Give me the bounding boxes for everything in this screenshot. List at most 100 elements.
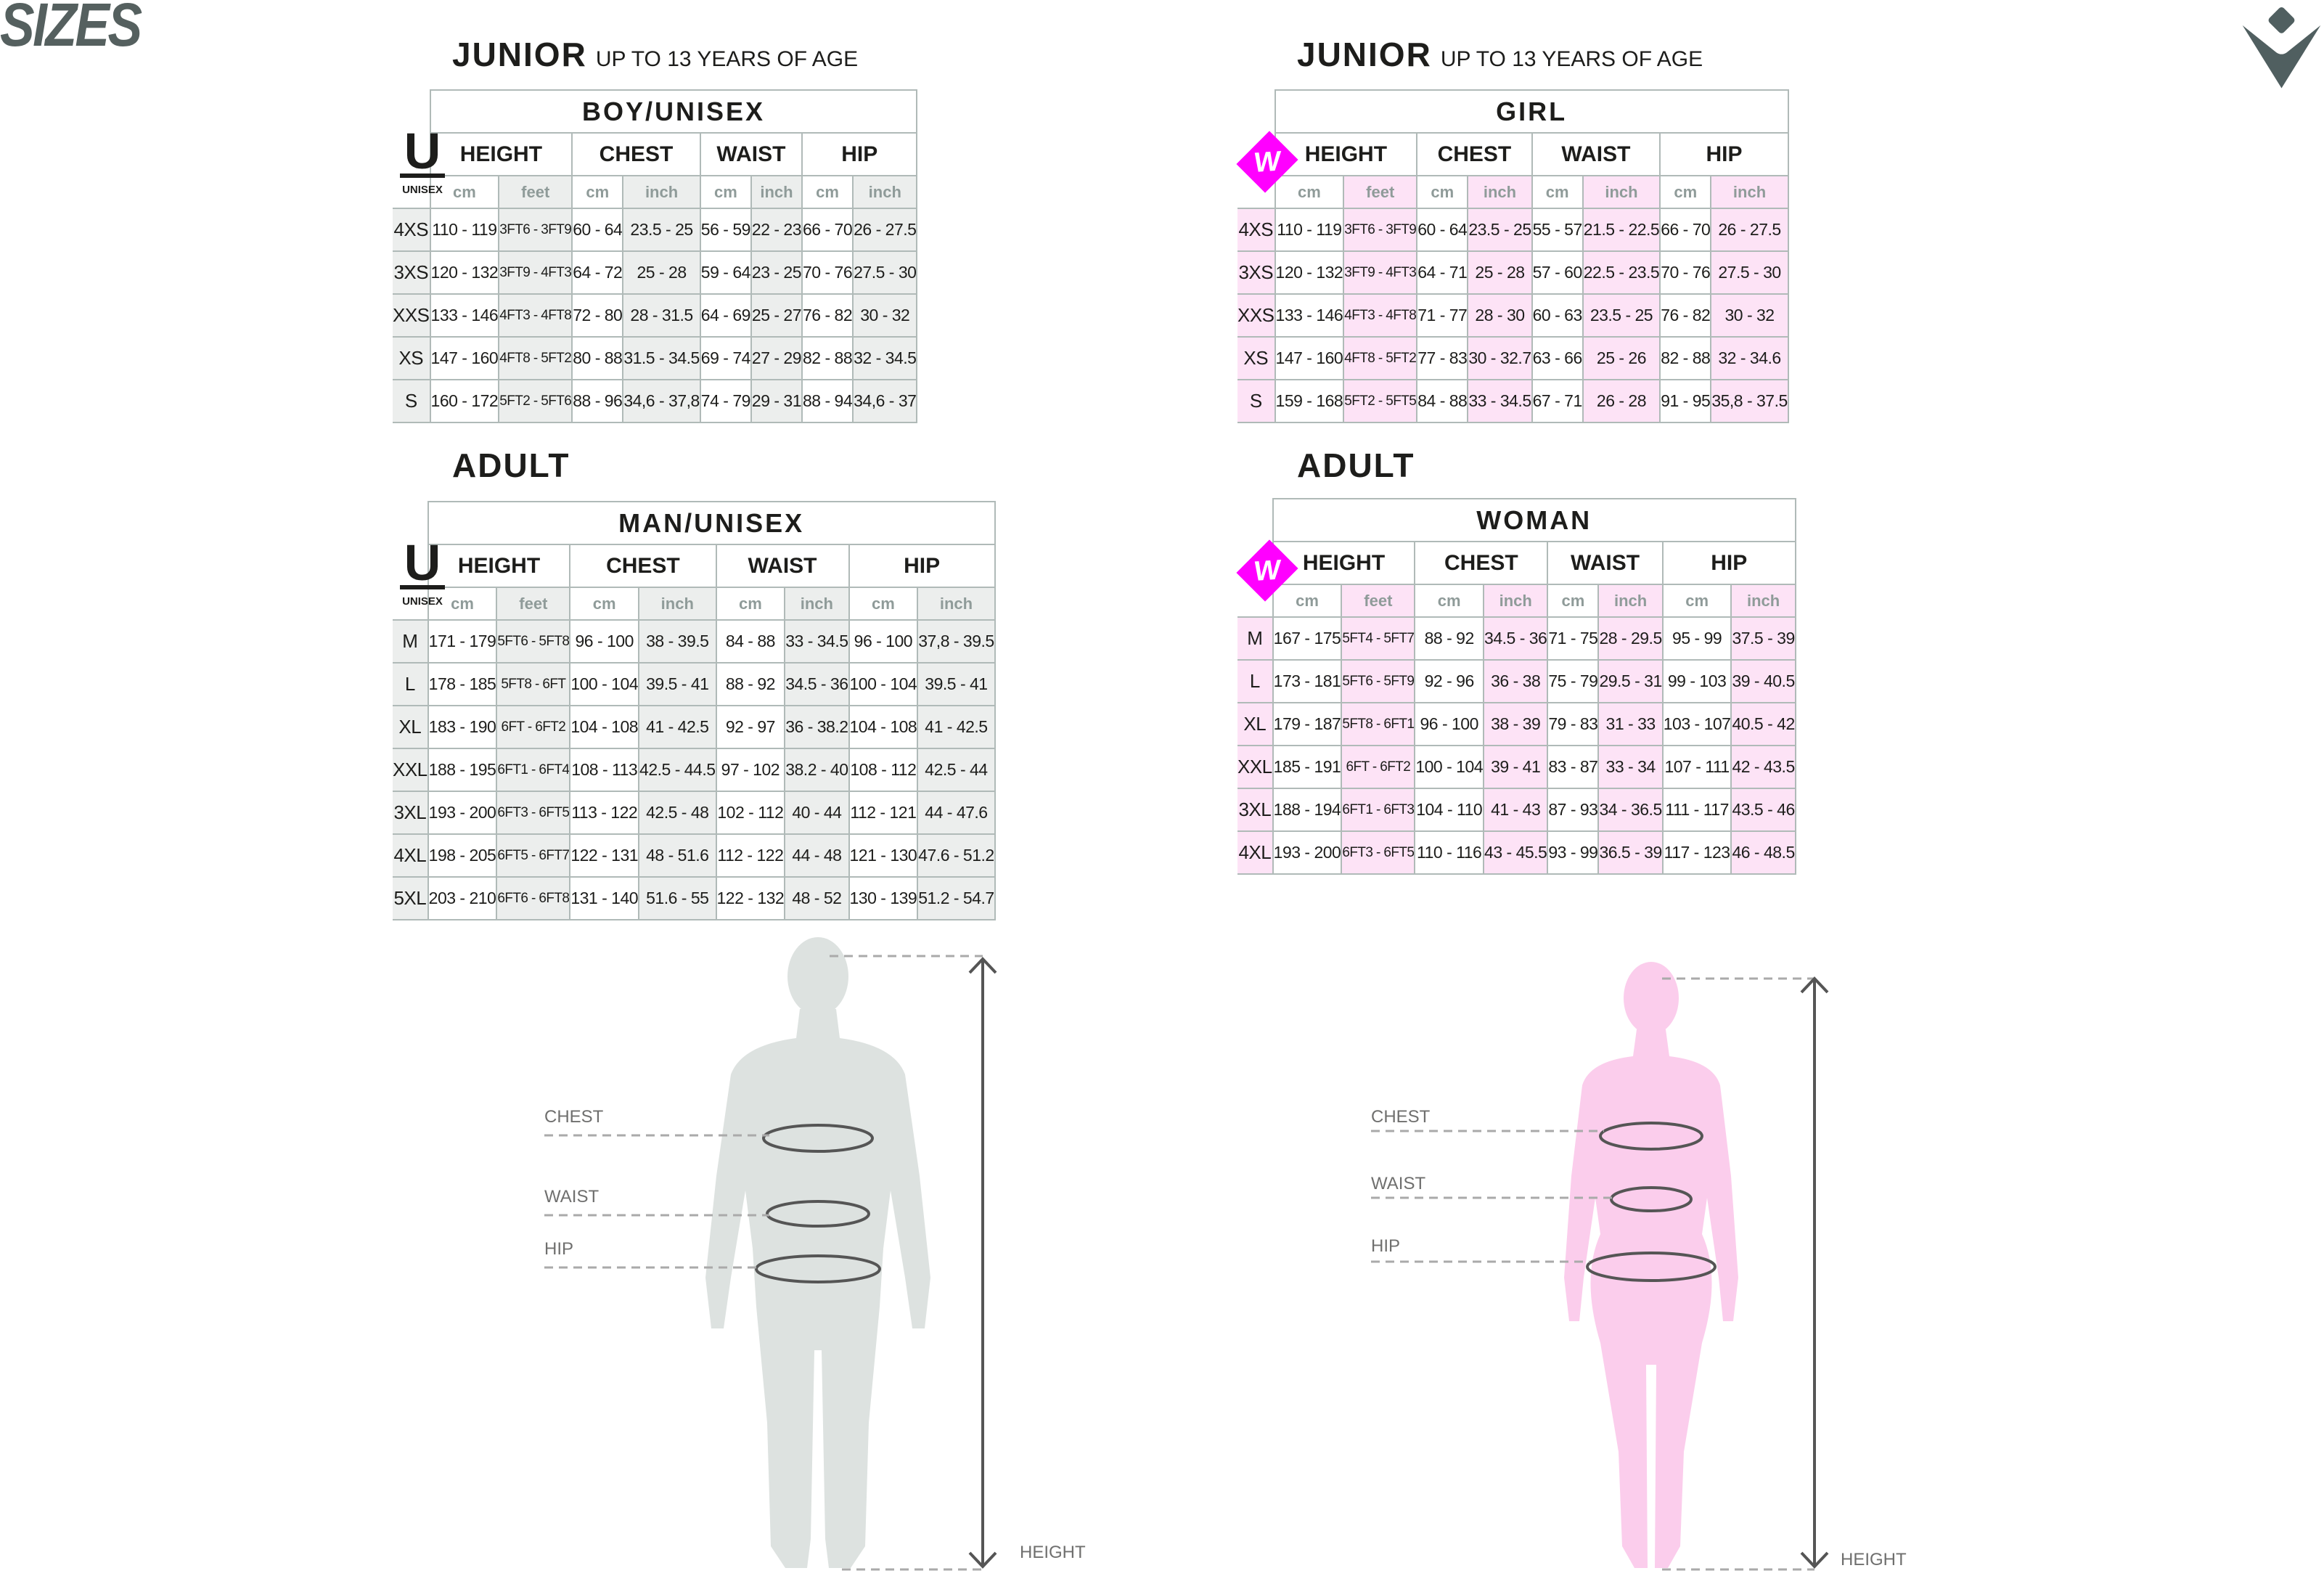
height-feet-cell: 6FT5 - 6FT7 <box>496 833 571 878</box>
table-row: L 173 - 181 5FT6 - 5FT9 92 - 96 36 - 38 75 - … <box>1237 659 1796 703</box>
unisex-letter: U <box>399 537 446 589</box>
measurement-cell: 66 - 70 <box>801 208 854 252</box>
measurement-cell: 32 - 34.6 <box>1710 336 1789 380</box>
woman-waist-label: WAIST <box>1371 1174 1426 1193</box>
measurement-cell: 74 - 79 <box>699 379 752 423</box>
measurement-cell: 188 - 194 <box>1272 788 1343 832</box>
measurement-cell: 23 - 25 <box>750 250 803 295</box>
measurement-cell: 28 - 29.5 <box>1597 616 1664 661</box>
section-title: ADULT <box>1297 446 1415 484</box>
table-row: S 160 - 172 5FT2 - 5FT6 88 - 96 34,6 - 37,8 7… <box>393 379 918 423</box>
man-height-label: HEIGHT <box>1020 1543 1086 1562</box>
height-feet-cell: 5FT6 - 5FT8 <box>496 619 571 664</box>
size-label: XXL <box>393 748 429 792</box>
woman-height-label: HEIGHT <box>1841 1550 1907 1569</box>
size-label: XXL <box>1237 745 1274 789</box>
measure-header-row: HEIGHT CHEST WAIST HIP <box>393 132 918 176</box>
height-feet-cell: 4FT8 - 5FT2 <box>498 336 573 380</box>
measurement-cell: 33 - 34.5 <box>1467 379 1533 423</box>
measurement-cell: 133 - 146 <box>429 293 500 338</box>
measurement-cell: 171 - 179 <box>427 619 498 664</box>
measurement-cell: 87 - 93 <box>1547 788 1600 832</box>
size-label: L <box>393 662 429 706</box>
measurement-cell: 102 - 112 <box>715 791 786 835</box>
measurement-cell: 99 - 103 <box>1661 659 1732 703</box>
measurement-cell: 23.5 - 25 <box>1467 208 1533 252</box>
measurement-cell: 60 - 64 <box>571 208 624 252</box>
measurement-cell: 117 - 123 <box>1661 830 1732 875</box>
table-row: 4XS 110 - 119 3FT6 - 3FT9 60 - 64 23.5 - 25 5… <box>1237 208 1789 252</box>
measurement-cell: 39.5 - 41 <box>638 662 717 706</box>
table-row: 5XL 203 - 210 6FT6 - 6FT8 131 - 140 51.6 - 5… <box>393 876 996 920</box>
measurement-cell: 110 - 119 <box>1274 208 1345 252</box>
unit-header-feet: feet <box>496 587 571 621</box>
measurement-cell: 23.5 - 25 <box>622 208 701 252</box>
woman-chest-label: CHEST <box>1371 1107 1431 1127</box>
measurement-cell: 92 - 97 <box>715 705 786 749</box>
size-label: XXS <box>393 293 431 338</box>
unit-header-feet: feet <box>1341 584 1416 618</box>
unit-header-inch: inch <box>1710 175 1789 209</box>
measure-header-row: HEIGHT CHEST WAIST HIP <box>1237 541 1796 585</box>
unisex-label: UNISEX <box>402 183 443 196</box>
measurement-cell: 30 - 32.7 <box>1467 336 1533 380</box>
table-row: XXS 133 - 146 4FT3 - 4FT8 72 - 80 28 - 31.5 6… <box>393 293 918 338</box>
measurement-cell: 111 - 117 <box>1661 788 1732 832</box>
size-label: XS <box>1237 336 1276 380</box>
size-label: 4XL <box>393 833 429 878</box>
measurement-cell: 38 - 39 <box>1483 702 1549 746</box>
unit-header-cm: cm <box>427 587 498 621</box>
measurement-cell: 160 - 172 <box>429 379 500 423</box>
measure-header-waist: WAIST <box>715 544 850 588</box>
table-row: L 178 - 185 5FT8 - 6FT 100 - 104 39.5 - 41 88… <box>393 662 996 706</box>
unit-header-inch: inch <box>1582 175 1661 209</box>
measurement-cell: 198 - 205 <box>427 833 498 878</box>
measurement-cell: 112 - 122 <box>715 833 786 878</box>
measure-header-chest: CHEST <box>1416 132 1533 176</box>
size-label: 3XS <box>1237 250 1276 295</box>
height-feet-cell: 5FT2 - 5FT6 <box>498 379 573 423</box>
adult-man-heading: ADULT <box>452 446 570 485</box>
unit-header-cm: cm <box>569 587 640 621</box>
measurement-cell: 31.5 - 34.5 <box>622 336 701 380</box>
measurement-cell: 46 - 48.5 <box>1730 830 1796 875</box>
woman-silhouette <box>1564 962 1738 1568</box>
size-label: S <box>1237 379 1276 423</box>
table-row: XS 147 - 160 4FT8 - 5FT2 80 - 88 31.5 - 34.5… <box>393 336 918 380</box>
measurement-cell: 188 - 195 <box>427 748 498 792</box>
man-hip-label: HIP <box>544 1239 574 1259</box>
measurement-cell: 88 - 92 <box>715 662 786 706</box>
table-title: WOMAN <box>1272 498 1796 542</box>
measurement-cell: 70 - 76 <box>1659 250 1712 295</box>
height-feet-cell: 5FT8 - 6FT1 <box>1341 702 1416 746</box>
size-label: L <box>1237 659 1274 703</box>
unit-header-cm: cm <box>1661 584 1732 618</box>
unit-header-feet: feet <box>1343 175 1418 209</box>
measurement-cell: 203 - 210 <box>427 876 498 920</box>
measure-header-waist: WAIST <box>699 132 803 176</box>
unit-header-cm: cm <box>429 175 500 209</box>
measurement-cell: 26 - 27.5 <box>1710 208 1789 252</box>
unit-header-inch: inch <box>622 175 701 209</box>
measurement-cell: 95 - 99 <box>1661 616 1732 661</box>
measurement-cell: 104 - 108 <box>569 705 640 749</box>
size-table: WOMAN HEIGHT CHEST WAIST HIP cm feet cm inch cm in… <box>1237 498 1796 875</box>
measurement-cell: 23.5 - 25 <box>1582 293 1661 338</box>
measurement-cell: 84 - 88 <box>1416 379 1469 423</box>
measurement-cell: 36.5 - 39 <box>1597 830 1664 875</box>
measurement-cell: 32 - 34.5 <box>852 336 918 380</box>
measurement-cell: 34.5 - 36 <box>1483 616 1549 661</box>
measurement-cell: 113 - 122 <box>569 791 640 835</box>
measurement-cell: 29 - 31 <box>750 379 803 423</box>
table-row: XXS 133 - 146 4FT3 - 4FT8 71 - 77 28 - 30 60 … <box>1237 293 1789 338</box>
measurement-cell: 64 - 72 <box>571 250 624 295</box>
measurement-cell: 66 - 70 <box>1659 208 1712 252</box>
measurement-cell: 34,6 - 37 <box>852 379 918 423</box>
measurement-cell: 25 - 27 <box>750 293 803 338</box>
measurement-cell: 82 - 88 <box>801 336 854 380</box>
measurement-cell: 107 - 111 <box>1661 745 1732 789</box>
measurement-cell: 77 - 83 <box>1416 336 1469 380</box>
measurement-cell: 79 - 83 <box>1547 702 1600 746</box>
title-row: MAN/UNISEX <box>393 501 996 545</box>
title-row: GIRL <box>1237 89 1789 134</box>
